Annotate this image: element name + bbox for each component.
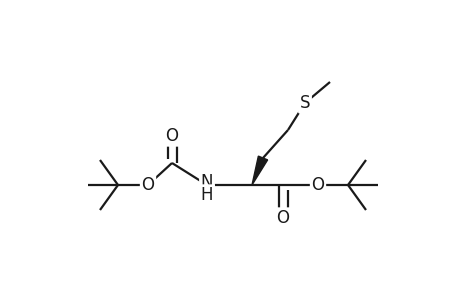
Text: O: O	[141, 176, 154, 194]
Text: O: O	[277, 209, 290, 227]
Text: O: O	[166, 127, 178, 145]
Polygon shape	[252, 156, 268, 185]
Text: H: H	[201, 186, 213, 204]
Text: N: N	[201, 173, 213, 191]
Text: O: O	[312, 176, 324, 194]
Text: S: S	[300, 94, 310, 112]
